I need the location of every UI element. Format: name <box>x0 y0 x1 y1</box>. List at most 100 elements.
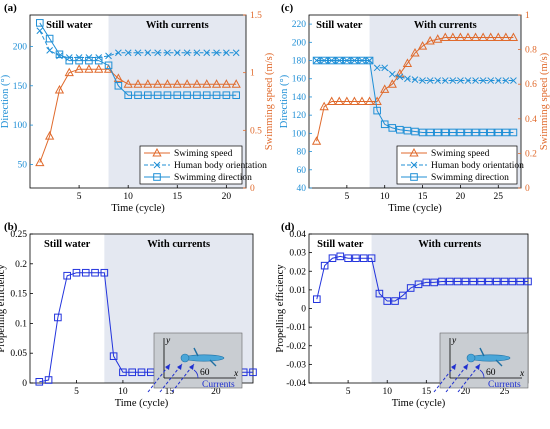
current-arrow <box>159 363 183 393</box>
data-point <box>221 79 232 88</box>
current-arrowhead <box>189 364 194 370</box>
data-point <box>470 32 481 41</box>
data-point <box>410 48 420 57</box>
data-point <box>144 91 152 100</box>
data-point <box>492 277 501 286</box>
swimmer-inset: y x 60 Currents <box>147 332 243 393</box>
data-point <box>203 49 211 57</box>
current-arrowhead <box>451 364 456 370</box>
data-point <box>445 277 454 286</box>
data-point <box>433 128 442 137</box>
axes-frame <box>29 233 254 384</box>
y-axis-label: Direction (°) <box>279 74 290 128</box>
data-point <box>84 64 94 73</box>
still-water-label: Still water <box>46 20 93 31</box>
data-point <box>65 56 74 65</box>
data-point <box>508 32 519 41</box>
y-tick-label: -0.03 <box>286 360 306 370</box>
y2-tick-label: 1 <box>525 11 530 21</box>
data-point <box>313 295 321 303</box>
x-tick-label: 20 <box>456 192 466 202</box>
data-point <box>375 289 384 298</box>
series-efficiency <box>313 252 532 305</box>
data-point <box>211 79 222 88</box>
data-point <box>438 277 446 286</box>
data-point <box>343 56 351 65</box>
series-line <box>316 60 514 133</box>
y2-tick-label: 0.5 <box>250 126 262 136</box>
panel-label: (c) <box>281 2 294 14</box>
inset-y-label: y <box>451 336 457 346</box>
y-tick-label: 120 <box>292 111 307 121</box>
data-point <box>487 77 495 84</box>
data-point <box>113 73 124 82</box>
current-arrow <box>171 363 195 393</box>
x-tick-label: 10 <box>382 387 392 397</box>
data-point <box>380 120 389 129</box>
x-tick-label: 5 <box>74 387 79 397</box>
data-point <box>36 27 44 35</box>
x-axis-label: Time (cycle) <box>392 398 446 409</box>
data-point <box>516 277 524 286</box>
y2-tick-label: 0 <box>250 184 255 194</box>
data-point <box>223 49 230 57</box>
panel-label: (d) <box>281 221 295 233</box>
swimmer-head <box>466 353 476 363</box>
legend-entry: Human body orientation <box>174 161 267 171</box>
data-point <box>232 91 240 100</box>
data-point <box>105 52 112 60</box>
data-point <box>434 77 442 84</box>
angle-label: 60 <box>486 368 496 378</box>
y-tick-label: 150 <box>13 82 28 92</box>
data-point <box>45 34 54 43</box>
y2-tick-label: 0.8 <box>525 46 537 56</box>
data-point <box>85 56 93 65</box>
data-point <box>44 131 55 140</box>
data-point <box>342 96 352 105</box>
data-point <box>479 77 487 84</box>
data-point <box>133 79 143 88</box>
y-tick-label: -0.04 <box>286 379 306 389</box>
current-arrowhead <box>475 364 480 370</box>
data-point <box>313 57 320 64</box>
data-point <box>357 96 367 105</box>
x-axis-label: Time (cycle) <box>111 203 165 214</box>
x-tick-label: 25 <box>494 192 504 202</box>
y-axis-label: Propelling efficiency <box>0 264 7 353</box>
data-point <box>508 277 517 286</box>
data-point <box>91 268 99 277</box>
legend-entry: Swiming speed <box>174 149 233 159</box>
y-tick-label: 0.03 <box>289 249 306 259</box>
y2-axis-label: Swimming speed (m/s) <box>264 52 275 150</box>
current-arrow <box>433 363 457 393</box>
data-point <box>172 79 182 88</box>
series-swiming-speed <box>311 32 519 145</box>
data-point <box>183 49 191 57</box>
data-point <box>222 91 231 100</box>
x-tick-label: 5 <box>77 192 82 202</box>
data-point <box>509 128 518 137</box>
data-point <box>373 106 381 115</box>
data-point <box>202 91 211 100</box>
data-point <box>502 128 510 137</box>
series-swimming-direction <box>36 19 240 100</box>
data-point <box>124 49 132 57</box>
data-point <box>193 91 201 100</box>
data-point <box>182 79 192 88</box>
data-point <box>162 79 173 88</box>
data-point <box>213 49 220 57</box>
y-tick-label: 0 <box>22 379 27 389</box>
legend: Swiming speed Human body orientation Swimm… <box>139 145 267 185</box>
data-point <box>425 35 435 45</box>
legend-marker <box>410 161 418 169</box>
data-point <box>153 91 162 100</box>
data-point <box>494 128 503 137</box>
y2-tick-label: 1.5 <box>250 11 262 21</box>
y2-tick-label: 0.4 <box>525 115 537 125</box>
data-point <box>311 136 322 145</box>
data-point <box>381 64 389 72</box>
data-point <box>441 128 450 137</box>
data-point <box>485 277 493 286</box>
data-point <box>232 49 240 57</box>
